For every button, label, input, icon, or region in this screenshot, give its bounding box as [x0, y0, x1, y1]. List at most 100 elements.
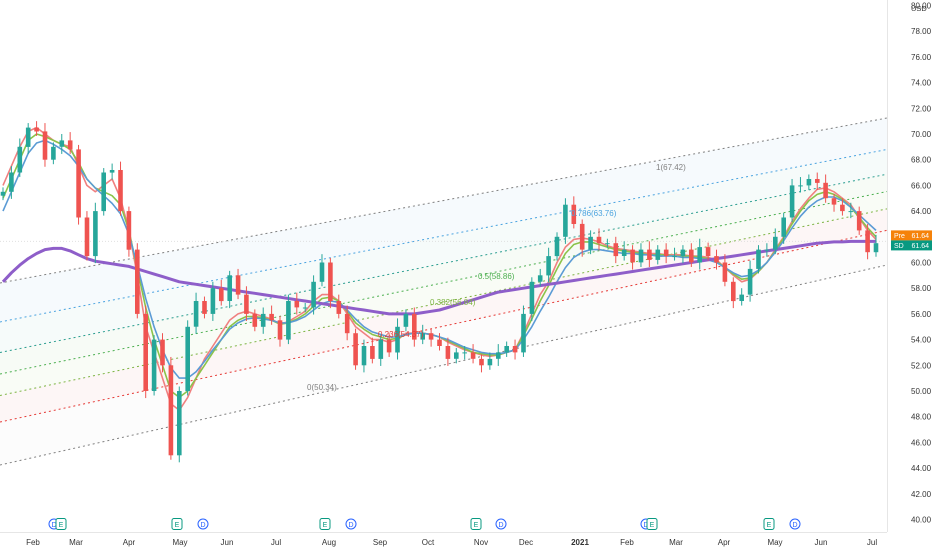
y-tick-label: 60.00: [911, 259, 932, 268]
fib-level-label: 0.786(63.76): [571, 209, 617, 218]
price-badge-value: 61.64: [911, 233, 929, 240]
fib-level-label: 0.5(58.86): [478, 272, 515, 281]
earnings-box: [646, 518, 658, 530]
earnings-letter: E: [650, 522, 655, 529]
x-tick-label: Jul: [867, 538, 877, 547]
y-tick-label: 68.00: [911, 156, 932, 165]
y-tick-label: 78.00: [911, 27, 932, 36]
candle-body: [210, 288, 216, 314]
dividend-circle: [495, 518, 507, 530]
fib-level-label: 0(50.34): [307, 383, 337, 392]
price-badge-label: SD: [894, 243, 904, 250]
candle-body: [277, 320, 283, 340]
price-badge-bg: [891, 240, 932, 251]
candle-body: [865, 230, 870, 253]
candle-body: [84, 217, 90, 257]
candle-body: [831, 198, 837, 205]
dividend-marker[interactable]: D: [495, 518, 507, 530]
price-badge: SD 61.64: [891, 240, 932, 251]
earnings-marker[interactable]: E: [319, 518, 331, 530]
candle-body: [160, 339, 165, 366]
y-tick-label: 58.00: [911, 284, 932, 293]
candle-body: [336, 301, 342, 314]
dividend-letter: D: [200, 522, 205, 529]
fib-level-line: [0, 117, 888, 284]
dividend-letter: D: [348, 522, 353, 529]
y-tick-label: 44.00: [911, 464, 932, 473]
candle-body: [873, 243, 879, 253]
dividend-letter: D: [51, 522, 56, 529]
candle-body: [739, 294, 744, 301]
candle-body: [235, 275, 241, 295]
candle-body: [638, 249, 644, 263]
candle-body: [487, 358, 493, 366]
candle-body: [630, 249, 635, 263]
dividend-circle: [789, 518, 801, 530]
candle-body: [781, 217, 786, 237]
y-tick-label: 52.00: [911, 361, 932, 370]
candle-body: [605, 243, 610, 245]
candle-body: [705, 247, 711, 257]
fib-level-label: 1(67.42): [656, 163, 686, 172]
candle-body: [185, 326, 190, 392]
price-badge-value: 61.64: [911, 243, 929, 250]
price-badge-bg: [891, 230, 932, 241]
y-tick-label: 54.00: [911, 336, 932, 345]
candle-body: [848, 211, 854, 213]
y-tick-label: 70.00: [911, 130, 932, 139]
candle-body: [554, 236, 560, 257]
earnings-marker[interactable]: E: [646, 518, 658, 530]
candle-body: [177, 391, 182, 456]
y-tick-label: 80.00: [911, 2, 932, 11]
dividend-marker[interactable]: D: [197, 518, 209, 530]
candle-body: [252, 313, 258, 327]
x-tick-label: Jun: [221, 538, 234, 547]
dividend-letter: D: [643, 522, 648, 529]
candle-body: [403, 313, 409, 327]
x-tick-label: Feb: [26, 538, 40, 547]
candle-body: [512, 346, 518, 353]
candle-body: [613, 243, 619, 257]
dividend-marker[interactable]: D: [789, 518, 801, 530]
candle-body: [420, 333, 425, 340]
earnings-box: [171, 518, 183, 530]
x-tick-label: Sep: [373, 538, 388, 547]
x-tick-label: 2021: [571, 538, 589, 547]
earnings-marker[interactable]: E: [470, 518, 482, 530]
dividend-marker[interactable]: D: [345, 518, 357, 530]
fib-level-line: [0, 148, 888, 323]
candle-body: [663, 249, 669, 256]
earnings-marker[interactable]: E: [763, 518, 775, 530]
candle-body: [168, 365, 174, 456]
earnings-marker[interactable]: E: [55, 518, 67, 530]
fib-band: [0, 118, 887, 322]
fib-band: [0, 191, 887, 396]
dividend-letter: D: [498, 522, 503, 529]
earnings-marker[interactable]: E: [171, 518, 183, 530]
candle-body: [395, 326, 400, 353]
candle-body: [244, 294, 249, 314]
x-tick-label: Apr: [123, 538, 136, 547]
candle-body: [353, 333, 358, 366]
candle-body: [260, 313, 266, 327]
candle-body: [764, 249, 770, 251]
candle-body: [0, 191, 6, 196]
x-tick-label: Jun: [815, 538, 828, 547]
candle-body: [118, 170, 123, 212]
candle-body: [697, 247, 702, 263]
currency-label: USD: [911, 4, 927, 13]
candle-body: [25, 127, 31, 147]
candle-body: [529, 281, 535, 314]
x-tick-label: May: [172, 538, 187, 547]
candle-body: [34, 127, 39, 132]
candle-body: [269, 313, 274, 321]
x-tick-label: Apr: [718, 538, 731, 547]
candle-body: [647, 249, 652, 260]
candle-body: [17, 146, 23, 173]
dividend-circle: [197, 518, 209, 530]
candle-body: [479, 358, 484, 366]
candle-body: [537, 275, 543, 282]
y-tick-label: 76.00: [911, 53, 932, 62]
candle-body: [202, 301, 207, 314]
